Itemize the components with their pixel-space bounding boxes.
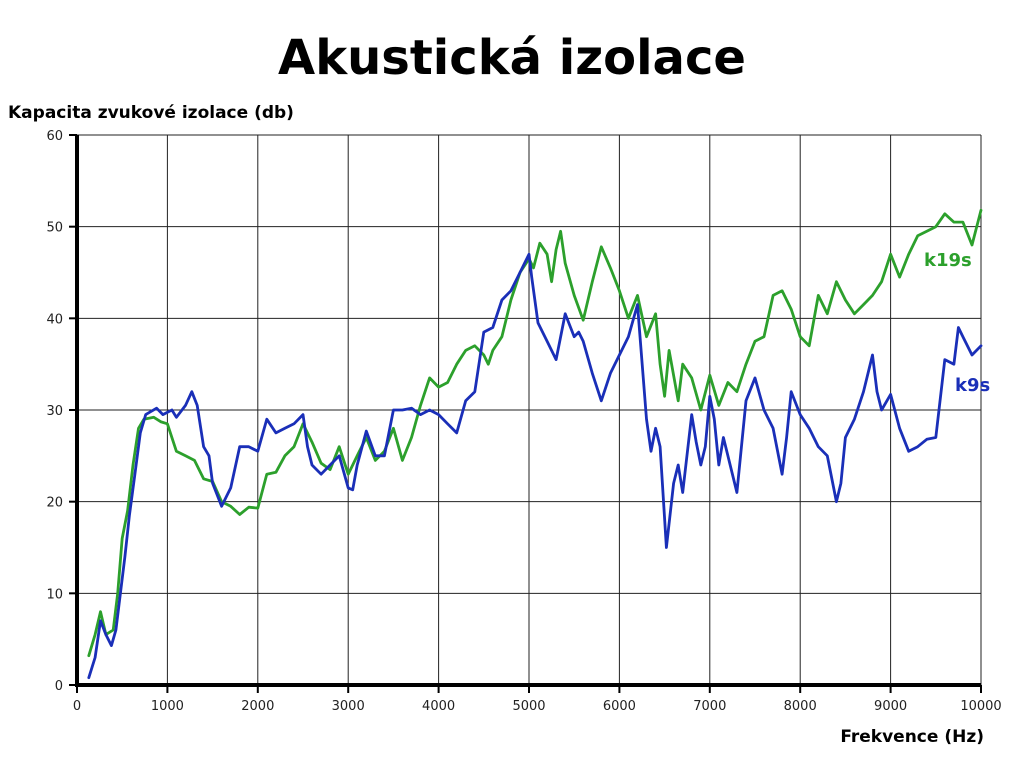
series-line-k9s (87, 252, 983, 680)
y-tick-label: 0 (55, 679, 63, 694)
x-axis-label: Frekvence (Hz) (840, 727, 984, 747)
x-tick-label: 10000 (960, 699, 1001, 714)
series-label-k19s: k19s (924, 250, 972, 271)
x-tick-label: 1000 (151, 699, 184, 714)
x-tick-label: 0 (73, 699, 81, 714)
x-tick-label: 5000 (512, 699, 545, 714)
grid-lines (77, 134, 982, 685)
y-tick-label: 10 (46, 587, 63, 602)
y-tick-label: 30 (46, 404, 63, 419)
series-label-k9s: k9s (955, 375, 990, 396)
x-tick-label: 3000 (332, 699, 365, 714)
x-tick-label: 9000 (874, 699, 907, 714)
x-tick-label: 4000 (422, 699, 455, 714)
series-lines (87, 208, 983, 680)
axes (69, 134, 982, 693)
y-tick-label: 50 (46, 221, 63, 236)
y-tick-label: 20 (46, 496, 63, 511)
x-tick-label: 8000 (784, 699, 817, 714)
series-labels: k19s k9s (924, 250, 990, 396)
x-tick-label: 7000 (693, 699, 726, 714)
x-tick-label: 2000 (241, 699, 274, 714)
y-tick-label: 40 (46, 312, 63, 327)
chart-title: Akustická izolace (278, 30, 746, 86)
y-axis-label: Kapacita zvukové izolace (db) (8, 103, 294, 123)
y-tick-label: 60 (46, 129, 63, 144)
tick-labels: 0 10 20 30 40 50 60 0 1000 2000 3000 4000 5000 6000 70… (46, 129, 1001, 714)
x-tick-label: 6000 (603, 699, 636, 714)
